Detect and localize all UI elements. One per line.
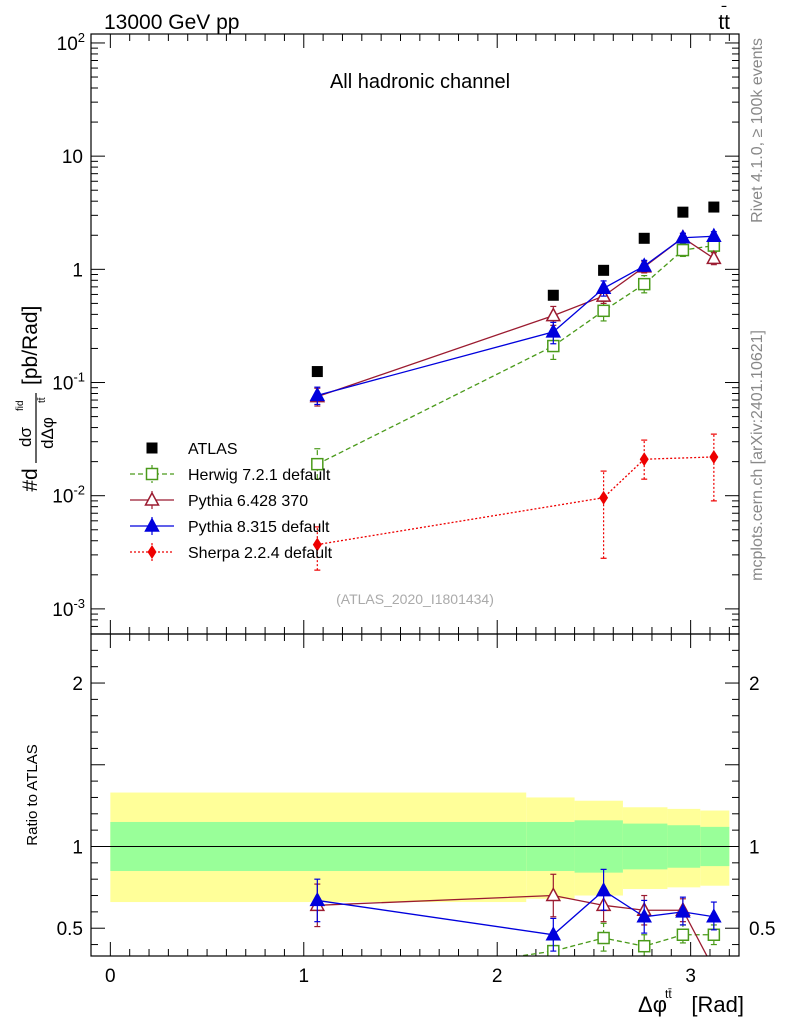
atlas-data-point [638,232,650,244]
pythia-6-428-370-ratio-line [317,894,708,956]
y-tick-label: 1 [72,260,83,281]
herwig-7-2-1-default-ratio-point [707,928,721,942]
ratio-tick-label: 2 [72,674,83,695]
legend-label-herwig-7-2-1-default: Herwig 7.2.1 default [188,467,331,484]
herwig-7-2-1-default-ratio-point [676,928,690,942]
x-tick-label: 2 [492,966,503,987]
x-tick-label: 3 [685,966,696,987]
y-tick-label: 10-3 [52,596,85,621]
herwig-7-2-1-default-ratio-line [515,934,714,956]
pythia-8-315-default-point [545,323,562,338]
legend-marker-pythia-8-315-default [144,517,160,532]
pythia-8-315-default-line [317,235,714,396]
ratio-series-layer [309,868,722,1015]
ratio-tick-label-right: 1 [749,837,760,858]
sherpa-2-2-4-default-point [599,490,609,505]
herwig-7-2-1-default-point [676,243,690,257]
pythia-8-315-default-ratio-point [595,882,612,897]
legend-marker-atlas [146,442,158,454]
ratio-y-axis-label: Ratio to ATLAS [24,744,41,845]
pythia-8-315-default-ratio-point [675,903,691,918]
legend-marker-sherpa-2-2-4-default [147,545,157,559]
x-axis-label-main: Δφ [638,992,667,1017]
herwig-7-2-1-default-point [637,277,651,291]
y-tick-label: 10-1 [52,370,85,395]
pythia-8-315-default-point [309,386,326,402]
main-panel-frame [90,33,740,635]
atlas-data-point [311,366,323,378]
pythia-8-315-default-point [636,257,652,272]
legend-marker-pythia-6-428-370 [144,491,160,506]
x-axis-label-superscript: tt̄ [665,987,672,1001]
pythia-6-428-370-point [545,307,562,322]
y-tick-label: 10 [62,147,83,168]
header-process-antiquark-bar: ̄ [721,6,727,8]
header-process-label: tt [718,11,730,34]
pythia-8-315-default-ratio-point [636,908,652,923]
mcplots-reference-label: mcplots.cern.ch [arXiv:2401.10621] [749,330,766,581]
y-axis-label-denominator-superscript: tt̄ [36,397,48,403]
ratio-tick-label: 1 [72,837,83,858]
y-axis-label-denominator: dΔφ [38,417,57,449]
x-tick-label: 1 [298,966,309,987]
legend-marker-herwig-7-2-1-default [145,467,159,481]
main-series-layer [309,201,722,571]
herwig-7-2-1-default-ratio-point [597,931,610,945]
legend: ATLAS Herwig 7.2.1 default Pythia 6.428 37… [130,441,333,562]
legend-label-pythia-8-315-default: Pythia 8.315 default [188,519,330,536]
ratio-tick-label-right: 2 [749,674,760,695]
x-axis-label: Δφ tt̄ [Rad] [638,987,744,1017]
herwig-7-2-1-default-point [311,457,324,471]
pythia-8-315-default-ratio-line [317,889,714,936]
main-panel: 10-3 10-2 10-1 1 10 102 [52,30,739,956]
analysis-id-watermark: (ATLAS_2020_I1801434) [336,591,494,607]
y-axis-label-prefix: #d [19,468,42,491]
sherpa-2-2-4-default-ratio-point [313,998,322,1012]
herwig-7-2-1-default-ratio-point [312,980,323,991]
x-tick-label: 0 [105,966,116,987]
pythia-8-315-default-point [675,229,691,244]
ratio-tick-label-right: 0.5 [749,919,775,940]
header-energy-label: 13000 GeV pp [104,11,239,34]
pythia-6-428-370-ratio-point [707,962,720,974]
ratio-panel: 0 1 2 3 0.5 0.5 1 1 2 2 [57,633,775,987]
atlas-data-point [547,289,559,301]
ratio-uncertainty-bands [110,792,730,903]
atlas-data-point [598,264,610,276]
sherpa-2-2-4-default-point [312,537,322,552]
y-tick-label: 102 [57,30,85,55]
x-axis-label-unit: [Rad] [691,992,744,1017]
sherpa-2-2-4-default-point [709,449,719,464]
sherpa-2-2-4-default-point [639,452,649,467]
rivet-version-label: Rivet 4.1.0, ≥ 100k events [749,38,766,223]
sherpa-2-2-4-default-ratio-point [599,1001,608,1015]
y-tick-label: 10-2 [52,483,85,508]
chart-title: All hadronic channel [330,71,510,93]
atlas-data-point [677,206,689,218]
ratio-tick-label: 0.5 [57,919,83,940]
pythia-6-428-370-point [706,249,722,265]
sherpa-2-2-4-default-line [317,456,714,546]
pythia-8-315-default-ratio-point [706,908,722,923]
pythia-8-315-default-point [595,279,612,295]
pythia-6-428-370-ratio-point [545,886,562,902]
legend-label-atlas: ATLAS [188,441,238,458]
atlas-data-point [708,201,720,213]
y-axis-label: #d dσ fid dΔφ tt̄ [pb/Rad] [15,306,57,492]
herwig-7-2-1-default-point [597,304,610,318]
y-axis-label-numerator: dσ [16,427,35,447]
pythia-8-315-default-ratio-point [309,891,326,907]
pythia-8-315-default-point [706,227,722,243]
y-axis-label-unit: [pb/Rad] [19,306,42,385]
herwig-7-2-1-default-line [317,244,714,465]
ratio-panel-frame [90,633,740,957]
pythia-6-428-370-line [317,236,715,398]
legend-label-pythia-6-428-370: Pythia 6.428 370 [188,493,308,510]
y-axis-label-numerator-superscript: fid [15,400,26,411]
pythia-8-315-default-ratio-point [545,926,562,941]
legend-label-sherpa-2-2-4-default: Sherpa 2.2.4 default [188,545,333,562]
herwig-7-2-1-default-ratio-point [637,939,651,953]
